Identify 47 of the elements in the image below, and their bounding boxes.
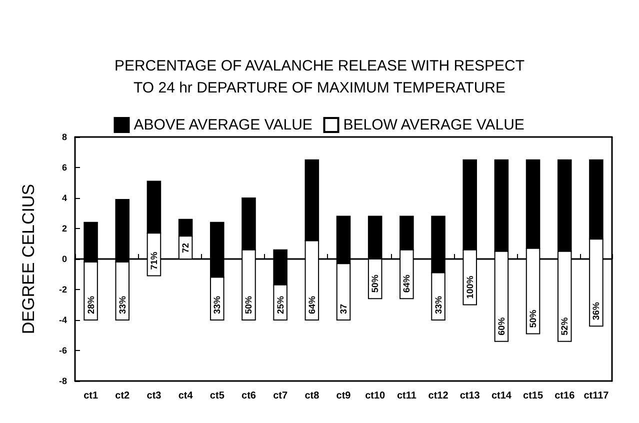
x-tick-label: ct1 <box>84 390 98 402</box>
annotation: 64% <box>402 274 412 293</box>
chart-title: PERCENTAGE OF AVALANCHE RELEASE WITH RESPECT TO 24 hr DEPARTURE OF MAXIMUM TEMPERATURE <box>114 58 525 96</box>
y-tick-label: -4 <box>58 315 67 325</box>
y-tick-label: -2 <box>58 284 67 294</box>
annotation: 28% <box>86 296 96 314</box>
x-tick-label: ct16 <box>554 390 576 402</box>
x-tick-label: ct4 <box>178 390 194 402</box>
y-tick-label: -8 <box>58 376 67 386</box>
legend-label: ABOVE AVERAGE VALUE <box>134 116 312 134</box>
x-tick-label: ct13 <box>460 390 480 402</box>
x-tick-label: ct15 <box>523 390 544 402</box>
y-tick-label: 8 <box>62 132 67 142</box>
annotation: 100% <box>464 276 475 299</box>
y-tick-label: 2 <box>62 224 67 234</box>
x-tick-label: ct6 <box>242 390 256 402</box>
x-tick-label: ct8 <box>304 390 320 402</box>
annotation: 60% <box>496 317 506 336</box>
y-tick-label: 6 <box>62 162 67 172</box>
x-tick-label: ct5 <box>210 390 225 402</box>
x-tick-label: ct3 <box>146 390 162 402</box>
y-tick-label: 0 <box>62 254 67 264</box>
annotation: 33% <box>117 296 128 314</box>
annotation: 33% <box>433 296 444 314</box>
annotation: 37 <box>338 304 348 314</box>
x-tick-label: ct2 <box>115 390 130 402</box>
annotation: 50% <box>370 274 380 293</box>
x-tick-label: ct11 <box>396 390 417 402</box>
annotation: 50% <box>244 296 254 314</box>
annotation: 36% <box>591 302 602 320</box>
x-tick-label: ct117 <box>584 390 610 402</box>
annotation: 25% <box>275 296 286 314</box>
x-tick-label: ct12 <box>428 390 449 402</box>
annotation: 52% <box>560 317 570 336</box>
y-tick-label: -6 <box>58 346 67 356</box>
x-tick-label: ct14 <box>491 390 512 402</box>
x-tick-label: ct9 <box>336 390 352 402</box>
x-tick-label: ct10 <box>365 390 386 402</box>
y-tick-label: 4 <box>62 193 67 203</box>
annotation: 33% <box>212 296 222 314</box>
legend-label: BELOW AVERAGE VALUE <box>343 116 524 134</box>
x-tick-label: ct7 <box>273 390 288 402</box>
annotation: 50% <box>528 310 538 328</box>
annotation: 64% <box>306 296 317 314</box>
annotation: 72 <box>180 242 191 253</box>
y-axis-title: DEGREE CELCIUS <box>19 184 38 334</box>
annotation: 71% <box>148 252 159 270</box>
